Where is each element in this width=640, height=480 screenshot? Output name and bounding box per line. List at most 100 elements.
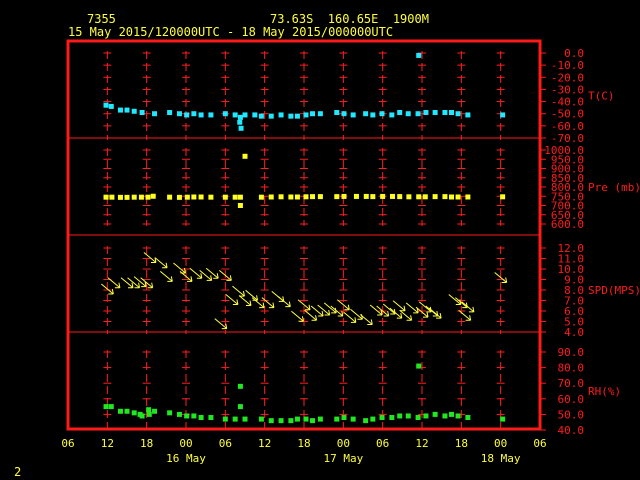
data-point-t — [258, 113, 264, 119]
data-point-t — [397, 110, 403, 115]
data-point-p — [242, 153, 248, 159]
data-point-t — [442, 110, 448, 115]
data-point-t — [303, 112, 309, 118]
data-point-t — [237, 119, 243, 125]
y-tick-label-wind: 4.0 — [564, 326, 584, 339]
y-tick-label-t: -20.0 — [551, 71, 584, 84]
data-point-p — [268, 194, 274, 200]
wind-arrow — [238, 295, 252, 307]
data-point-p — [103, 194, 109, 200]
data-point-p — [198, 194, 204, 200]
data-point-p — [353, 193, 359, 199]
wind-arrow — [376, 305, 390, 317]
wind-arrow — [251, 297, 265, 309]
data-point-rh — [370, 416, 376, 422]
wind-arrow — [245, 289, 259, 301]
data-point-p — [397, 194, 403, 200]
x-tick-label: 06 — [376, 437, 389, 450]
data-point-p — [176, 194, 182, 200]
data-point-p — [288, 194, 294, 200]
wind-arrow — [225, 294, 239, 305]
data-point-t — [317, 111, 323, 117]
data-point-rh — [465, 415, 471, 421]
data-point-rh — [208, 415, 214, 421]
data-point-rh — [117, 408, 123, 414]
y-tick-label-p: 1000.0 — [544, 144, 584, 157]
data-point-p — [363, 193, 369, 199]
wind-arrow — [143, 252, 157, 263]
x-tick-label: 06 — [61, 437, 74, 450]
data-point-p — [167, 194, 173, 200]
y-tick-label-t: -40.0 — [551, 96, 584, 109]
wind-arrow — [199, 269, 213, 281]
wind-arrow — [154, 257, 168, 269]
data-point-t — [379, 111, 385, 117]
data-point-t — [131, 108, 137, 114]
wind-arrow — [219, 269, 232, 281]
data-point-p — [422, 194, 428, 200]
y-tick-label-p: 600.0 — [551, 218, 584, 231]
x-day-label: 18 May — [481, 452, 521, 465]
data-point-rh — [334, 416, 340, 422]
x-tick-label: 00 — [179, 437, 192, 450]
data-point-p — [334, 194, 340, 200]
station-id: 7355 — [87, 12, 116, 26]
data-point-p — [124, 194, 130, 200]
y-tick-label-p: 700.0 — [551, 200, 584, 213]
data-point-rh — [449, 411, 454, 417]
wind-arrow — [330, 305, 344, 317]
data-point-t — [184, 112, 190, 118]
page-number: 2 — [14, 465, 22, 479]
data-point-t — [350, 112, 356, 118]
y-tick-label-wind: 12.0 — [558, 242, 585, 255]
data-point-p — [370, 194, 376, 200]
data-point-rh — [405, 413, 411, 419]
data-point-t — [252, 112, 258, 118]
data-point-p — [150, 193, 156, 199]
y-tick-label-wind: 5.0 — [564, 316, 584, 329]
data-point-p — [390, 193, 395, 199]
data-point-rh — [268, 418, 274, 424]
data-point-rh — [146, 407, 152, 413]
x-tick-label: 12 — [258, 437, 271, 450]
wind-arrow — [189, 267, 203, 279]
data-point-p — [303, 194, 309, 200]
wind-arrow — [418, 301, 432, 313]
data-point-t — [103, 102, 109, 108]
x-tick-label: 18 — [297, 437, 310, 450]
data-point-rh — [167, 410, 173, 416]
x-day-label: 17 May — [323, 452, 363, 465]
data-point-t — [341, 111, 347, 117]
data-point-p — [232, 194, 238, 200]
data-point-rh — [317, 416, 323, 422]
data-point-t — [294, 113, 300, 119]
y-tick-label-t: -50.0 — [551, 108, 584, 121]
data-point-t — [191, 111, 197, 117]
x-tick-label: 12 — [101, 437, 114, 450]
data-point-rh — [432, 411, 438, 417]
x-tick-label: 18 — [455, 437, 468, 450]
y-tick-label-rh: 80.0 — [558, 362, 585, 375]
data-point-rh — [389, 415, 395, 421]
data-point-rh — [500, 416, 506, 422]
data-point-p — [294, 194, 300, 200]
wind-arrow — [205, 267, 219, 279]
data-point-rh — [350, 416, 356, 422]
data-point-rh — [258, 416, 264, 422]
wind-arrow — [337, 299, 350, 311]
data-point-t — [124, 107, 130, 113]
wind-arrow — [160, 271, 173, 282]
time-period: 15 May 2015/120000UTC - 18 May 2015/0000… — [68, 25, 394, 39]
data-point-t — [288, 113, 294, 119]
wind-arrow — [458, 309, 472, 321]
data-point-rh — [198, 415, 204, 421]
y-tick-label-t: -70.0 — [551, 132, 584, 145]
wind-arrow — [140, 277, 154, 289]
data-point-t — [198, 112, 204, 118]
data-point-rh — [303, 416, 309, 422]
data-point-p — [191, 194, 197, 200]
x-day-label: 16 May — [166, 452, 206, 465]
wind-arrow — [179, 271, 193, 282]
data-point-t — [405, 111, 411, 117]
